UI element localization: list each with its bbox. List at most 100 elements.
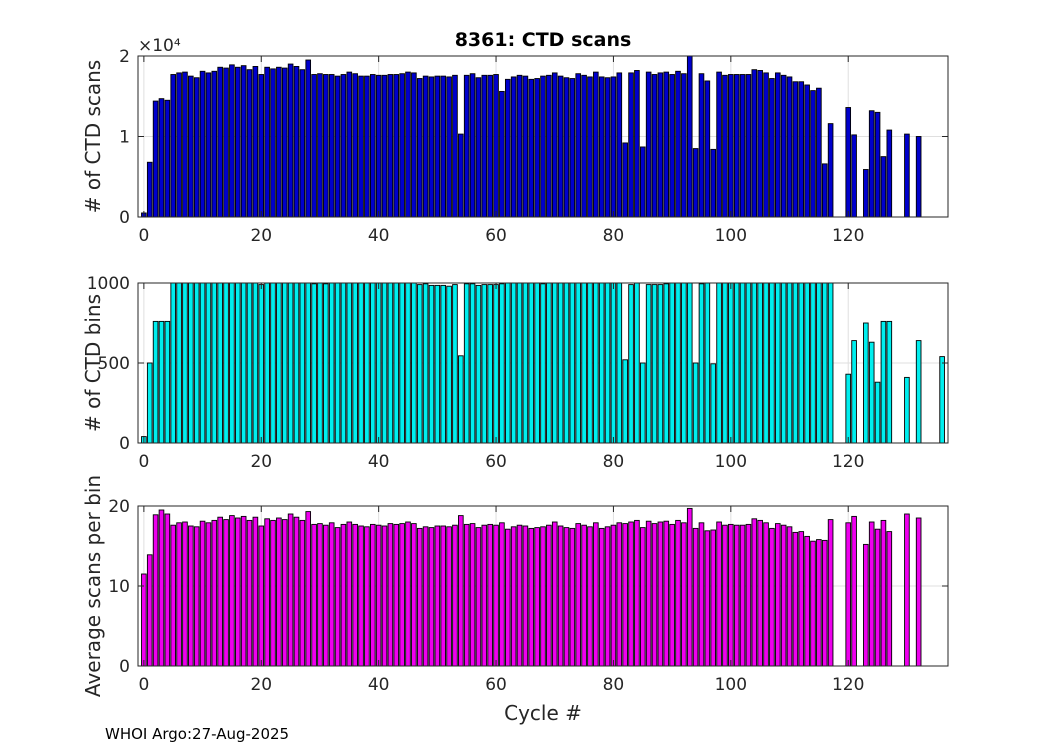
ctd-bins-bar (358, 282, 364, 444)
avg-scans-per-bin-bar (481, 524, 488, 667)
avg-scans-per-bin-bar (827, 519, 834, 667)
avg-scans-per-bin-bar (845, 522, 852, 667)
avg-scans-per-bin-xtick-label: 20 (250, 675, 272, 695)
ctd-bins-bar (510, 282, 517, 444)
ctd-scans-bar (399, 73, 405, 218)
ctd-bins-bar (234, 282, 241, 444)
ctd-bins-bar (868, 341, 875, 444)
ctd-scans-bar (346, 71, 353, 218)
avg-scans-per-bin-bar (551, 521, 558, 667)
avg-scans-per-bin-bar (146, 554, 153, 667)
ctd-scans-bar (416, 78, 423, 218)
ctd-bins-xtick-label: 100 (715, 452, 747, 472)
avg-scans-per-bin-bar (452, 524, 458, 667)
ctd-scans-bar (763, 72, 769, 218)
ctd-scans-bar (504, 78, 511, 218)
ctd-scans-bar (381, 74, 388, 218)
ctd-bins-xtick-label: 120 (832, 452, 864, 472)
ctd-bins-bar (598, 282, 605, 444)
ctd-bins-bar (211, 282, 218, 444)
ctd-bins-xtick-label: 60 (485, 452, 507, 472)
ctd-scans-bar (276, 66, 282, 218)
ctd-scans-bar (311, 74, 317, 218)
ctd-scans-bar (522, 75, 529, 218)
ctd-scans-bar (475, 77, 482, 218)
ctd-scans-bar (182, 71, 188, 218)
avg-scans-per-bin-bar (463, 523, 470, 667)
ctd-bins-bar (158, 320, 165, 444)
ctd-scans-bar (146, 161, 153, 218)
ctd-bins-bar (323, 283, 329, 444)
ctd-scans-bar (698, 73, 705, 218)
footer-credit: WHOI Argo:27-Aug-2025 (105, 725, 290, 743)
ctd-scans-bar (827, 123, 834, 218)
avg-scans-per-bin-xtick-label: 120 (832, 675, 864, 695)
ctd-bins-bar (416, 284, 423, 444)
avg-scans-per-bin-bar (152, 514, 159, 667)
ctd-scans-bar (733, 74, 740, 218)
ctd-scans-bar (874, 111, 881, 218)
ctd-bins-bar (745, 282, 752, 444)
ctd-bins-bar (299, 282, 306, 444)
ctd-bins-bar (334, 282, 341, 444)
ctd-bins-bar (188, 282, 194, 444)
ctd-bins-bar (352, 282, 358, 444)
avg-scans-per-bin-bar (710, 529, 717, 667)
ctd-scans-bar (651, 74, 658, 218)
ctd-bins-bar (152, 320, 159, 444)
avg-scans-per-bin-bar (223, 519, 229, 667)
ctd-scans-bar (358, 75, 364, 218)
avg-scans-per-bin-bar (317, 523, 323, 667)
ctd-scans-bar (681, 73, 687, 218)
ctd-scans-bar (240, 65, 247, 218)
ctd-bins-bar (540, 283, 546, 444)
ctd-scans-bar (463, 74, 470, 218)
avg-scans-per-bin-bar (246, 519, 253, 667)
ctd-scans-bar (581, 74, 587, 218)
ctd-bins-bar (651, 284, 658, 444)
ctd-bins-bar (463, 283, 470, 444)
ctd-scans-bar (604, 77, 611, 218)
ctd-scans-bar (170, 74, 177, 218)
avg-scans-per-bin-bar (739, 524, 746, 667)
ctd-scans-bar (786, 76, 793, 218)
ctd-scans-bar (639, 146, 646, 218)
avg-scans-per-bin-bar (792, 531, 799, 667)
ctd-scans-bar (434, 75, 441, 218)
ctd-scans-bar (152, 100, 159, 218)
ctd-bins-bar (381, 282, 388, 444)
avg-scans-per-bin-bar (422, 526, 429, 667)
avg-scans-per-bin-xtick-label: 40 (368, 675, 390, 695)
ctd-bins-bar (798, 282, 805, 444)
ctd-bins-bar (328, 282, 335, 444)
avg-scans-per-bin-bar (411, 523, 417, 667)
ctd-scans-xtick-label: 80 (603, 226, 625, 246)
ctd-scans-bar (622, 142, 628, 218)
ctd-scans-bar (686, 55, 693, 218)
ctd-scans-bar (229, 64, 235, 218)
ctd-scans-bar (593, 71, 599, 218)
avg-scans-per-bin-bar (270, 519, 276, 667)
avg-scans-per-bin-bar (182, 521, 188, 667)
ctd-bins-bar (569, 282, 576, 444)
ctd-scans-bar (393, 74, 400, 218)
ctd-scans-xtick-label: 0 (138, 226, 149, 246)
avg-scans-per-bin-ytick-label: 10 (108, 577, 130, 597)
ctd-bins-bar (639, 362, 646, 444)
ctd-bins-bar (164, 320, 171, 444)
ctd-scans-xtick-label: 20 (250, 226, 272, 246)
ctd-bins-bar (657, 284, 664, 444)
ctd-bins-bar (587, 282, 593, 444)
avg-scans-per-bin-bar (381, 525, 388, 667)
avg-scans-per-bin-bar (375, 524, 382, 667)
ctd-bins-bar (252, 282, 259, 444)
ctd-bins-bar (904, 376, 910, 444)
avg-scans-per-bin-bar (158, 509, 165, 667)
avg-scans-per-bin-bar (681, 522, 687, 667)
ctd-scans-bar (328, 74, 335, 218)
ctd-scans-bar (487, 74, 493, 218)
ctd-scans-bar (281, 67, 288, 218)
ctd-scans-title: 8361: CTD scans (455, 29, 632, 51)
ctd-bins-bar (405, 282, 411, 444)
ctd-bins-bar (886, 320, 893, 444)
